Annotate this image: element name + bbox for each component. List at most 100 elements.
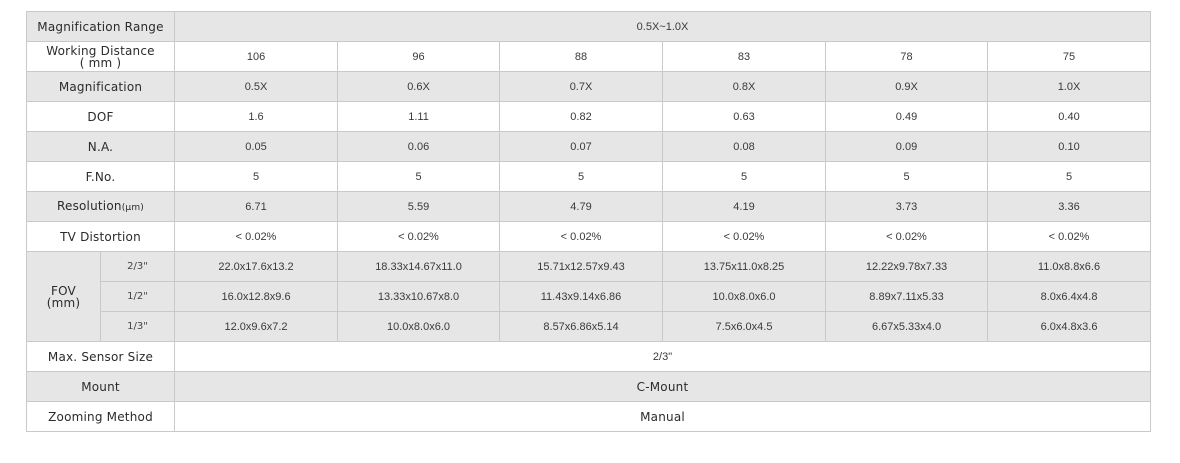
row-label: Magnification Range (25, 11, 176, 42)
table-cell: 5 (662, 161, 827, 192)
row-label: DOF (25, 101, 176, 132)
row-label: Magnification (25, 71, 176, 102)
table-cell: 16.0x12.8x9.6 (174, 281, 339, 312)
row-tv-distortion: TV Distortion < 0.02% < 0.02% < 0.02% < … (25, 221, 1152, 252)
table-cell: 4.19 (662, 191, 827, 222)
row-label: Working Distance ( mm ) (25, 41, 176, 72)
row-fov-2-3: FOV (mm) 2/3" 22.0x17.6x13.2 18.33x14.67… (26, 251, 1152, 342)
table-cell: 0.82 (499, 101, 664, 132)
table-cell: < 0.02% (825, 221, 989, 252)
fov-label-line2: (mm) (46, 295, 81, 310)
row-max-sensor-size: Max. Sensor Size 2/3" (25, 341, 1152, 372)
table-cell: 0.6X (337, 71, 501, 102)
table-cell: < 0.02% (337, 221, 501, 252)
table-cell: < 0.02% (662, 221, 827, 252)
table-cell: 8.57x6.86x5.14 (499, 311, 664, 342)
table-cell: 8.89x7.11x5.33 (825, 281, 989, 312)
table-cell: 5 (174, 161, 339, 192)
table-cell: 0.07 (499, 131, 664, 162)
mag-range-value: 0.5X~1.0X (174, 11, 1152, 42)
row-magnification-range: Magnification Range 0.5X~1.0X (25, 11, 1152, 42)
table-cell: < 0.02% (174, 221, 339, 252)
row-label-unit: (μm) (121, 202, 145, 213)
row-label: Max. Sensor Size (25, 341, 176, 372)
fov-label-line1: FOV (51, 283, 76, 298)
spec-table: Magnification Range 0.5X~1.0X Working Di… (25, 11, 1152, 432)
table-cell: 5 (825, 161, 989, 192)
table-cell: 11.43x9.14x6.86 (499, 281, 664, 312)
table-cell: 5 (499, 161, 664, 192)
table-cell: 0.08 (662, 131, 827, 162)
table-cell: 6.0x4.8x3.6 (987, 311, 1152, 342)
row-resolution: Resolution(μm) 6.71 5.59 4.79 4.19 3.73 … (25, 191, 1152, 222)
row-label-line1: Working Distance (46, 43, 155, 58)
row-fno: F.No. 5 5 5 5 5 5 (25, 161, 1152, 192)
table-cell: 8.0x6.4x4.8 (987, 281, 1152, 312)
table-cell: 10.0x8.0x6.0 (662, 281, 827, 312)
table-cell: 0.9X (825, 71, 989, 102)
table-cell: 6.67x5.33x4.0 (825, 311, 989, 342)
row-label-text: Resolution (56, 198, 122, 213)
fov-sensor-label: 2/3" (99, 251, 176, 282)
fov-label: FOV (mm) (26, 251, 101, 342)
table-cell: 78 (825, 41, 989, 72)
row-na: N.A. 0.05 0.06 0.07 0.08 0.09 0.10 (25, 131, 1152, 162)
row-label: Mount (25, 371, 176, 402)
row-label: Resolution(μm) (25, 191, 176, 222)
table-cell: 12.22x9.78x7.33 (825, 251, 989, 282)
table-cell: < 0.02% (499, 221, 664, 252)
table-cell: 4.79 (499, 191, 664, 222)
row-label: Zooming Method (25, 401, 176, 432)
table-cell: 0.06 (337, 131, 501, 162)
table-cell: 83 (662, 41, 827, 72)
row-working-distance: Working Distance ( mm ) 106 96 88 83 78 … (25, 41, 1152, 72)
table-cell: 1.6 (174, 101, 339, 132)
row-mount: Mount C-Mount (25, 371, 1152, 402)
row-magnification: Magnification 0.5X 0.6X 0.7X 0.8X 0.9X 1… (25, 71, 1152, 102)
table-cell: 22.0x17.6x13.2 (174, 251, 339, 282)
table-cell: 7.5x6.0x4.5 (662, 311, 827, 342)
row-fov-1-3: 1/3" 12.0x9.6x7.2 10.0x8.0x6.0 8.57x6.86… (27, 311, 1152, 342)
table-cell: 11.0x8.8x6.6 (987, 251, 1152, 282)
table-cell: 0.40 (987, 101, 1152, 132)
table-cell: 0.09 (825, 131, 989, 162)
table-cell: 0.8X (662, 71, 827, 102)
table-cell: 5.59 (337, 191, 501, 222)
zooming-value: Manual (174, 401, 1152, 432)
table-cell: 3.36 (987, 191, 1152, 222)
row-dof: DOF 1.6 1.11 0.82 0.63 0.49 0.40 (25, 101, 1152, 132)
row-fov-1-2: 1/2" 16.0x12.8x9.6 13.33x10.67x8.0 11.43… (27, 281, 1152, 312)
table-cell: 0.5X (174, 71, 339, 102)
table-cell: < 0.02% (987, 221, 1152, 252)
table-cell: 0.63 (662, 101, 827, 132)
table-cell: 0.7X (499, 71, 664, 102)
table-cell: 0.05 (174, 131, 339, 162)
row-label-line2: ( mm ) (79, 55, 122, 70)
table-cell: 1.11 (337, 101, 501, 132)
table-cell: 5 (337, 161, 501, 192)
fov-sensor-label: 1/3" (99, 311, 176, 342)
row-label: N.A. (25, 131, 176, 162)
row-label: F.No. (25, 161, 176, 192)
mount-value: C-Mount (174, 371, 1152, 402)
table-cell: 0.10 (987, 131, 1152, 162)
table-cell: 96 (337, 41, 501, 72)
row-zooming-method: Zooming Method Manual (25, 401, 1152, 432)
fov-sensor-label: 1/2" (99, 281, 176, 312)
table-cell: 12.0x9.6x7.2 (174, 311, 339, 342)
table-cell: 10.0x8.0x6.0 (337, 311, 501, 342)
table-cell: 88 (499, 41, 664, 72)
table-cell: 15.71x12.57x9.43 (499, 251, 664, 282)
table-cell: 6.71 (174, 191, 339, 222)
table-cell: 18.33x14.67x11.0 (337, 251, 501, 282)
table-cell: 75 (987, 41, 1152, 72)
table-cell: 106 (174, 41, 339, 72)
spec-table-container: Magnification Range 0.5X~1.0X Working Di… (25, 11, 1152, 432)
row-label: TV Distortion (25, 221, 176, 252)
table-cell: 3.73 (825, 191, 989, 222)
table-cell: 13.75x11.0x8.25 (662, 251, 827, 282)
table-cell: 5 (987, 161, 1152, 192)
max-sensor-value: 2/3" (174, 341, 1152, 372)
table-cell: 1.0X (987, 71, 1152, 102)
table-cell: 0.49 (825, 101, 989, 132)
